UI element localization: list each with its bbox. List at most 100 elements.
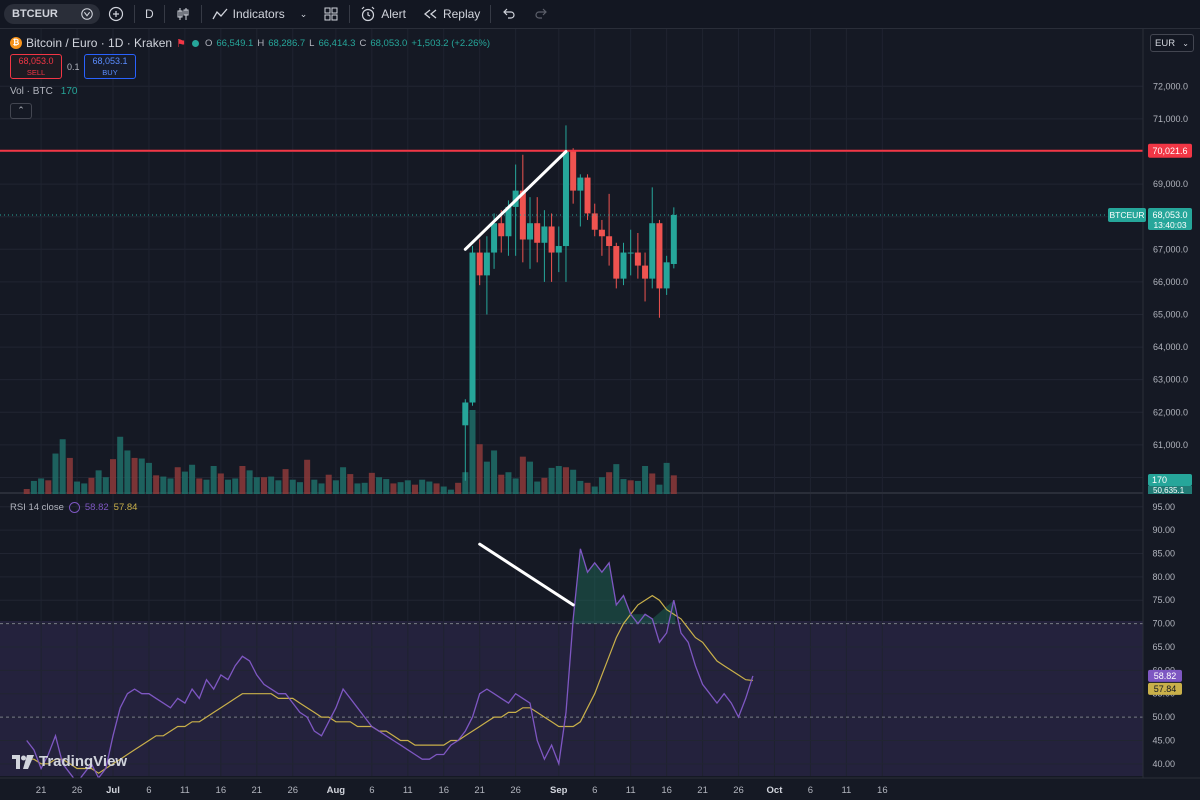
candle-body	[476, 252, 483, 276]
resistance-price-label: 70,021.6	[1152, 146, 1187, 156]
interval-button[interactable]: D	[137, 0, 162, 28]
volume-value: 170	[60, 86, 78, 97]
volume-bar	[282, 469, 289, 494]
buy-price: 68,053.1	[92, 56, 128, 66]
buy-label: BUY	[102, 68, 118, 77]
volume-bar	[138, 458, 145, 494]
volume-bar	[196, 478, 203, 494]
buy-button[interactable]: 68,053.1 BUY	[84, 54, 136, 79]
sell-button[interactable]: 68,053.0 SELL	[10, 54, 62, 79]
candle-body	[656, 223, 663, 289]
time-axis[interactable]: 21 26 Jul 6 11 16 21 26 Aug 6 11 16 21 26 Sep 6 11 16 21 26…	[0, 777, 1200, 800]
candle-body	[519, 190, 526, 240]
volume-bar	[433, 483, 440, 494]
price-tick-label: 61,000.0	[1153, 440, 1188, 450]
indicators-button[interactable]: Indicators ⌄	[204, 0, 316, 28]
candle-body	[462, 402, 469, 426]
volume-bar	[649, 473, 656, 494]
candle-body	[562, 151, 569, 247]
candle-body	[591, 213, 598, 230]
rsi-tick-label: 50.00	[1152, 712, 1175, 722]
rsi-tick-label: 65.00	[1152, 642, 1175, 652]
alert-button[interactable]: Alert	[352, 0, 414, 28]
volume-bar	[253, 477, 260, 494]
volume-bar	[217, 473, 224, 494]
redo-button[interactable]	[525, 0, 557, 28]
volume-bar	[88, 477, 95, 494]
volume-bar	[124, 450, 131, 494]
candle-body	[584, 177, 591, 214]
volume-bar	[591, 486, 598, 494]
ohlc-high-value: 68,286.7	[268, 37, 306, 49]
volume-bar	[483, 461, 490, 494]
volume-bar	[627, 480, 634, 494]
currency-select[interactable]: EUR ⌄	[1150, 34, 1194, 52]
volume-bar	[361, 482, 368, 494]
time-tick-label: 26	[72, 785, 83, 796]
volume-bar	[376, 477, 383, 494]
price-tick-label: 67,000.0	[1153, 244, 1188, 254]
flag-icon: ⚑	[176, 37, 186, 50]
ohlc-close-label: C	[359, 37, 367, 49]
volume-bar	[606, 472, 613, 494]
rsi-tick-label: 75.00	[1152, 595, 1175, 605]
chart-canvas[interactable]: 60,000.061,000.062,000.063,000.064,000.0…	[0, 29, 1200, 800]
volume-bar	[656, 484, 663, 494]
compare-button[interactable]	[100, 0, 132, 28]
replay-button[interactable]: Replay	[414, 0, 488, 28]
time-tick-label: 6	[146, 785, 151, 796]
rsi-tick-label: 90.00	[1152, 525, 1175, 535]
ohlc-open-label: O	[204, 37, 213, 49]
price-axis[interactable]: 60,000.061,000.062,000.063,000.064,000.0…	[1108, 29, 1200, 800]
volume-bar	[102, 477, 109, 494]
drawings[interactable]	[0, 149, 1143, 607]
rsi-tick-label: 70.00	[1152, 619, 1175, 629]
volume-bar	[440, 486, 447, 494]
symbol-search[interactable]: BTCEUR	[4, 4, 100, 24]
rsi-settings-icon[interactable]	[68, 502, 80, 513]
symbol-title: Bitcoin / Euro · 1D · Kraken	[26, 36, 173, 50]
volume-bar	[131, 457, 138, 494]
time-tick-label: 11	[841, 785, 851, 796]
price-tick-label: 72,000.0	[1153, 81, 1188, 91]
rsi-ma-tag	[1148, 682, 1182, 695]
templates-button[interactable]	[315, 0, 347, 28]
volume-bar	[232, 478, 239, 494]
price-tick-label: 64,000.0	[1153, 342, 1188, 352]
volume-bar	[469, 410, 476, 494]
rsi-tick-label: 45.00	[1152, 735, 1175, 745]
undo-button[interactable]	[493, 0, 525, 28]
volume-bar	[411, 484, 418, 494]
volume-bar	[368, 472, 375, 494]
volume-bar	[476, 444, 483, 494]
volume-bar	[275, 480, 282, 494]
add-symbol-icon	[108, 6, 124, 22]
alarm-clock-icon	[361, 6, 375, 22]
volume-bar	[246, 470, 253, 494]
rsi-tick-label: 40.00	[1152, 759, 1175, 769]
chart-type-button[interactable]	[167, 0, 199, 28]
volume-bar	[174, 467, 181, 494]
volume-bar	[462, 472, 469, 494]
volume-bar	[534, 481, 541, 494]
volume-bar	[519, 456, 526, 494]
collapse-legend-button[interactable]: ⌃	[10, 103, 32, 119]
time-tick-label: 26	[287, 785, 298, 796]
tradingview-logo-text: TradingView	[39, 753, 128, 770]
shield-icon	[81, 8, 93, 20]
price-tick-label: 65,000.0	[1153, 309, 1188, 319]
indicators-icon	[212, 8, 228, 20]
volume-legend: Vol · BTC 170	[10, 86, 77, 97]
volume-bar	[634, 480, 641, 494]
candle-body	[570, 151, 577, 191]
candle-body	[642, 265, 649, 279]
volume-bar	[145, 462, 152, 494]
volume-bar	[74, 481, 81, 494]
time-tick-label: 6	[808, 785, 813, 796]
rsi-value-label: 58.82	[1154, 671, 1177, 681]
candle-body	[541, 226, 548, 243]
time-tick-label: 16	[216, 785, 227, 796]
undo-icon	[503, 8, 515, 19]
candles	[462, 125, 677, 481]
volume-bar	[670, 475, 677, 494]
